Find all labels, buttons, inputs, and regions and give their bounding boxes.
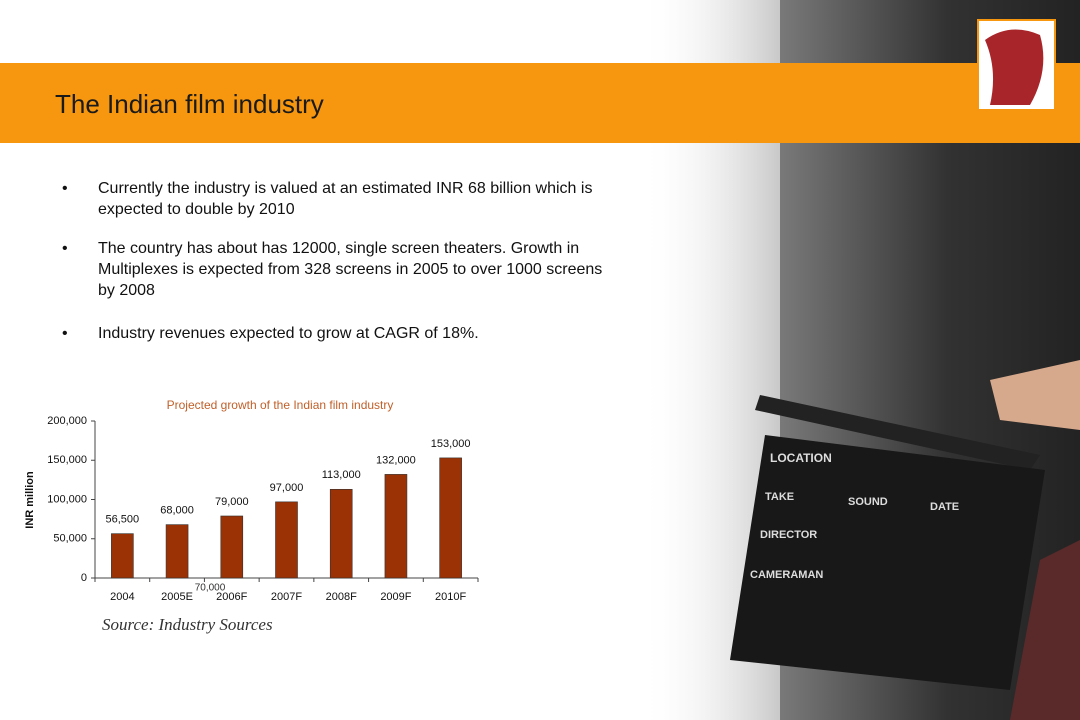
bar [384, 474, 408, 579]
board-text: DATE [930, 501, 959, 513]
sleeve [1010, 540, 1080, 720]
board-text: SOUND [848, 496, 888, 508]
x-tick-label: 2009F [380, 591, 411, 603]
hand [990, 360, 1080, 430]
chart-title: Projected growth of the Indian film indu… [167, 398, 394, 412]
bullet-dot: • [62, 180, 68, 197]
value-label: 68,000 [160, 505, 194, 517]
y-axis-label: INR million [24, 471, 36, 529]
value-label: 56,500 [106, 514, 140, 526]
bullet: • Currently the industry is valued at an … [62, 178, 622, 220]
x-tick-label: 2008F [326, 591, 357, 603]
board-text: TAKE [765, 491, 794, 503]
bar [220, 515, 244, 579]
bullet-text: The country has about has 12000, single … [98, 240, 603, 299]
y-tick-label: 200,000 [47, 415, 87, 427]
x-tick-label: 2004 [110, 591, 134, 603]
x-tick-label: 2010F [435, 591, 466, 603]
bullet-dot: • [62, 325, 68, 342]
value-label: 97,000 [270, 482, 304, 494]
x-tick-label: 2006F [216, 591, 247, 603]
bar [111, 533, 134, 579]
bullet-dot: • [62, 240, 68, 257]
title-band [0, 63, 1080, 143]
x-tick-label: 2005E [161, 591, 193, 603]
bullet-text: Currently the industry is valued at an e… [98, 180, 593, 218]
y-tick-label: 100,000 [47, 493, 87, 505]
value-label: 79,000 [215, 496, 249, 508]
value-label: 132,000 [376, 454, 416, 466]
board-text: CAMERAMAN [750, 569, 823, 581]
bar [329, 488, 353, 579]
x-tick-label: 2007F [271, 591, 302, 603]
bar [275, 501, 298, 579]
y-tick-label: 150,000 [47, 454, 87, 466]
bar [165, 524, 189, 579]
annotation: 70,000 [195, 583, 226, 594]
value-label: 113,000 [322, 469, 361, 481]
logo [985, 29, 1044, 106]
source-note: Source: Industry Sources [102, 615, 273, 634]
board-text: LOCATION [770, 451, 832, 465]
bullet-text: Industry revenues expected to grow at CA… [98, 325, 479, 342]
y-tick-label: 50,000 [53, 533, 87, 545]
bar [439, 457, 462, 579]
slide-title: The Indian film industry [55, 89, 324, 119]
y-tick-label: 0 [81, 572, 87, 584]
bullet: • The country has about has 12000, single… [62, 238, 622, 301]
clapper-stick [755, 395, 1040, 470]
board-text: DIRECTOR [760, 529, 817, 541]
chart: Projected growth of the Indian film indu… [24, 398, 479, 603]
clapper-board [730, 435, 1045, 690]
value-label: 153,000 [431, 438, 471, 450]
bullet: • Industry revenues expected to grow at C… [62, 323, 622, 344]
